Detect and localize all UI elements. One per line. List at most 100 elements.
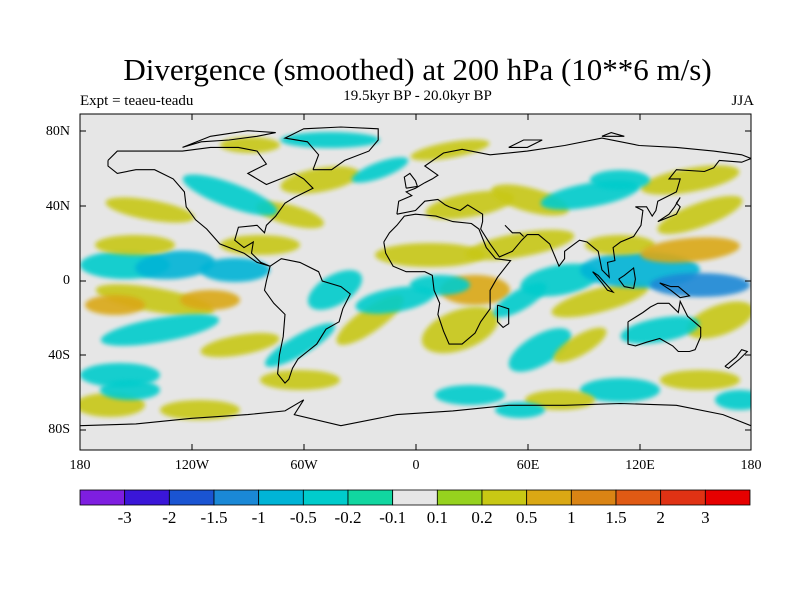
- lon-label-180w: 180: [69, 458, 91, 473]
- lon-label-120w: 120W: [174, 458, 210, 473]
- divergence-contour-region: [715, 390, 751, 410]
- divergence-field: [80, 132, 751, 420]
- lat-label-80n: 80N: [45, 124, 70, 139]
- colorbar-label: 1: [567, 508, 576, 527]
- coastline: [496, 304, 510, 329]
- divergence-contour-region: [182, 174, 278, 216]
- divergence-contour-region: [307, 270, 363, 310]
- lat-label-0: 0: [63, 273, 70, 288]
- divergence-contour-region: [160, 400, 240, 420]
- divergence-contour-region: [585, 235, 655, 255]
- colorbar-label: 2: [656, 508, 665, 527]
- coastline: [107, 146, 314, 267]
- coastline: [396, 157, 751, 279]
- divergence-contour-region: [590, 170, 650, 190]
- divergence-contour-region: [620, 316, 700, 344]
- divergence-contour-region: [351, 157, 409, 183]
- divergence-contour-region: [410, 139, 490, 161]
- colorbar-swatch: [704, 489, 751, 506]
- colorbar-swatch: [481, 489, 528, 506]
- colorbar-swatch: [213, 489, 260, 506]
- colorbar-swatch: [570, 489, 617, 506]
- coastline: [601, 132, 625, 137]
- colorbar-label: -1: [251, 508, 266, 527]
- divergence-contour-region: [580, 378, 660, 402]
- divergence-contour-region: [435, 385, 505, 405]
- divergence-contour-region: [135, 250, 215, 280]
- coastline: [396, 137, 751, 215]
- coastline: [283, 126, 379, 171]
- coastline: [504, 224, 524, 237]
- coastline: [383, 213, 512, 345]
- divergence-contour-region: [95, 284, 215, 316]
- colorbar-label: -0.5: [289, 508, 317, 527]
- divergence-contour-region: [686, 301, 751, 339]
- divergence-contour-region: [280, 132, 380, 148]
- colorbar-label: -2: [162, 508, 177, 527]
- divergence-contour-region: [355, 286, 435, 314]
- lon-label-60e: 60E: [516, 458, 540, 473]
- lat-label-40s: 40S: [48, 348, 70, 363]
- colorbar-swatch: [168, 489, 215, 506]
- divergence-contour-region: [425, 190, 515, 220]
- colorbar-swatch: [124, 489, 170, 506]
- coastline: [627, 299, 702, 353]
- coastline: [80, 399, 751, 427]
- colorbar-swatch: [526, 489, 572, 506]
- coastline: [724, 349, 749, 369]
- colorbar-swatch: [392, 489, 438, 506]
- axis-ticks: [79, 114, 752, 450]
- colorbar-label: 3: [701, 508, 710, 527]
- lat-label-40n: 40N: [45, 199, 70, 214]
- divergence-contour-region: [660, 370, 740, 390]
- colorbar-swatch: [347, 489, 394, 506]
- colorbar-label: 0.5: [516, 508, 538, 527]
- divergence-contour-region: [105, 197, 195, 223]
- season-label: JJA: [731, 93, 754, 109]
- coastlines: [80, 126, 751, 427]
- divergence-contour-region: [180, 290, 240, 310]
- divergence-contour-region: [280, 166, 360, 194]
- colorbar-swatch: [436, 489, 483, 506]
- coastline: [618, 266, 636, 290]
- divergence-contour-region: [551, 282, 649, 318]
- coastline: [659, 282, 691, 299]
- divergence-contour-region: [640, 165, 740, 195]
- coastline: [657, 197, 681, 223]
- colorbar-label: -0.1: [379, 508, 407, 527]
- divergence-contour-region: [265, 323, 335, 367]
- colorbar-label: 0.1: [426, 508, 448, 527]
- divergence-contour-region: [260, 370, 340, 390]
- experiment-label: Expt = teaeu-teadu: [80, 93, 194, 109]
- period-label: 19.5kyr BP - 20.0kyr BP: [343, 88, 492, 104]
- coastline: [403, 172, 419, 189]
- colorbar: [79, 489, 751, 506]
- lon-label-0: 0: [412, 458, 420, 473]
- divergence-contour-region: [495, 402, 545, 418]
- colorbar-swatch: [660, 489, 706, 506]
- colorbar-swatch: [258, 489, 304, 506]
- divergence-contour-region: [650, 273, 750, 297]
- divergence-contour-region: [421, 306, 499, 354]
- lon-label-180e: 180: [740, 458, 762, 473]
- colorbar-label: -1.5: [200, 508, 228, 527]
- coastline: [592, 271, 615, 294]
- divergence-contour-region: [200, 332, 280, 358]
- divergence-contour-region: [85, 295, 145, 315]
- colorbar-label: 0.2: [471, 508, 493, 527]
- colorbar-swatch: [615, 489, 662, 506]
- divergence-contour-region: [95, 235, 175, 255]
- lat-label-80s: 80S: [48, 422, 70, 437]
- colorbar-swatch: [302, 489, 349, 506]
- divergence-contour-region: [640, 237, 740, 263]
- divergence-contour-region: [220, 137, 280, 153]
- divergence-contour-region: [100, 380, 160, 400]
- map-title: Divergence (smoothed) at 200 hPa (10**6 …: [123, 52, 712, 87]
- divergence-contour-region: [100, 314, 220, 346]
- lon-label-120e: 120E: [625, 458, 655, 473]
- colorbar-label: -0.2: [334, 508, 362, 527]
- coastline: [508, 139, 543, 148]
- divergence-contour-region: [220, 235, 300, 255]
- colorbar-swatch: [79, 489, 126, 506]
